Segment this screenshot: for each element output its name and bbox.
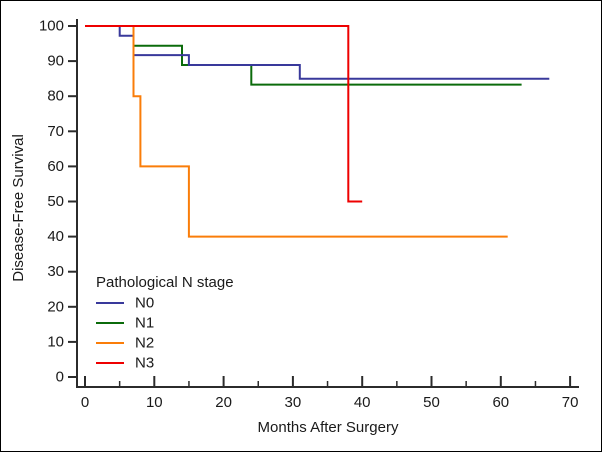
axes-group: 0 10 20 30 40 50 60 70 80 90 100 0 10 20 30 40 50 60 70: [39, 18, 579, 411]
series-group: [85, 25, 550, 238]
y-tick-label: 60: [47, 158, 64, 175]
y-tick-label: 20: [47, 298, 64, 315]
y-axis-title: Disease-Free Survival: [10, 134, 27, 282]
y-tick-label: 10: [47, 333, 64, 350]
y-tick-label: 0: [56, 369, 64, 386]
legend-title: Pathological N stage: [96, 274, 234, 291]
legend-label-N2: N2: [135, 335, 154, 352]
x-tick-label: 10: [146, 394, 163, 411]
legend-group: N0 N1 N2 N3: [96, 295, 154, 372]
x-tick-label: 20: [215, 394, 232, 411]
x-tick-label: 50: [423, 394, 440, 411]
x-tick-label: 30: [285, 394, 302, 411]
legend-label-N0: N0: [135, 295, 154, 312]
y-tick-label: 70: [47, 123, 64, 140]
survival-curve-N3: [85, 25, 363, 203]
y-tick-label: 30: [47, 263, 64, 280]
y-tick-label: 80: [47, 88, 64, 105]
x-tick-label: 40: [354, 394, 371, 411]
y-tick-label: 40: [47, 228, 64, 245]
x-tick-label: 60: [492, 394, 509, 411]
survival-curve-N0: [85, 25, 550, 80]
legend-label-N3: N3: [135, 355, 154, 372]
y-tick-label: 100: [39, 18, 64, 35]
survival-curve-N2: [85, 25, 508, 238]
x-tick-label: 0: [81, 394, 89, 411]
x-tick-label: 70: [562, 394, 579, 411]
y-tick-label: 90: [47, 53, 64, 70]
y-tick-label: 50: [47, 193, 64, 210]
x-axis-title: Months After Surgery: [258, 419, 399, 436]
legend-label-N1: N1: [135, 315, 154, 332]
